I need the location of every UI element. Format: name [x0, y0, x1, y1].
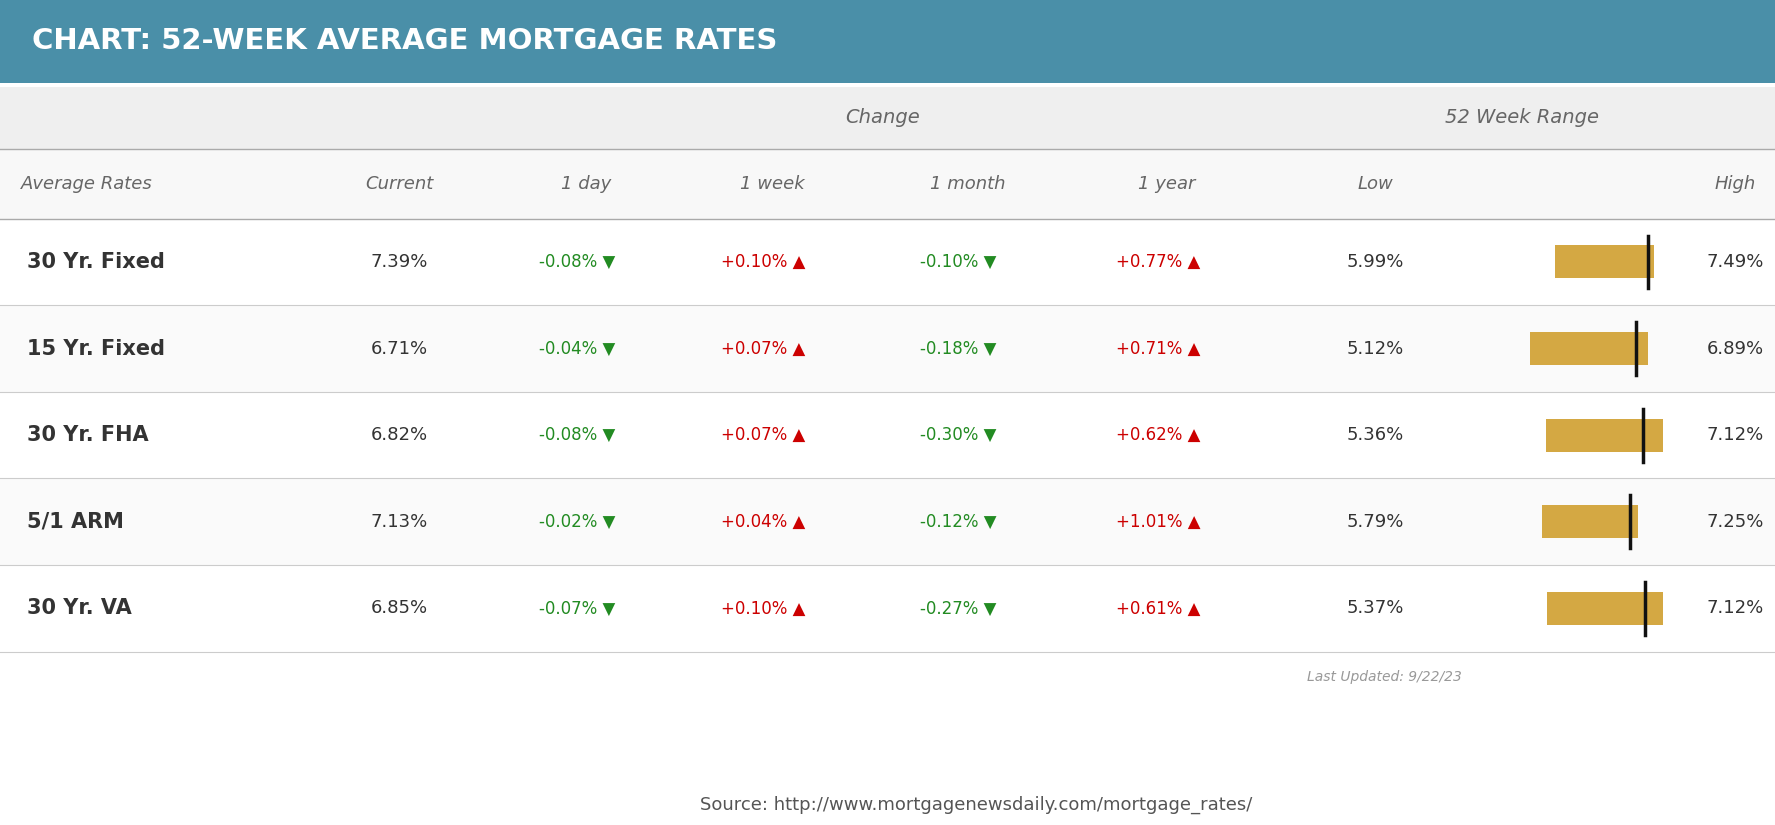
- Text: 6.82%: 6.82%: [371, 427, 428, 444]
- Text: Low: Low: [1358, 175, 1393, 192]
- Text: 6.85%: 6.85%: [371, 600, 428, 617]
- Text: Change: Change: [845, 108, 921, 127]
- Text: 15 Yr. Fixed: 15 Yr. Fixed: [27, 338, 165, 359]
- Text: 6.71%: 6.71%: [371, 340, 428, 357]
- Text: High: High: [1715, 175, 1755, 192]
- Text: 1 week: 1 week: [740, 175, 804, 192]
- Text: 1 month: 1 month: [930, 175, 1005, 192]
- FancyBboxPatch shape: [0, 305, 1775, 392]
- Text: 1 day: 1 day: [561, 175, 611, 192]
- FancyBboxPatch shape: [1530, 332, 1647, 365]
- Text: CHART: 52-WEEK AVERAGE MORTGAGE RATES: CHART: 52-WEEK AVERAGE MORTGAGE RATES: [32, 27, 777, 55]
- Text: Current: Current: [366, 175, 433, 192]
- FancyBboxPatch shape: [0, 392, 1775, 478]
- Text: 5.36%: 5.36%: [1347, 427, 1404, 444]
- Text: -0.27% ▼: -0.27% ▼: [919, 600, 998, 617]
- Text: 5.99%: 5.99%: [1347, 253, 1404, 271]
- Text: 7.49%: 7.49%: [1706, 253, 1764, 271]
- FancyBboxPatch shape: [1546, 418, 1663, 451]
- FancyBboxPatch shape: [0, 565, 1775, 652]
- FancyBboxPatch shape: [1541, 505, 1638, 538]
- Text: 30 Yr. VA: 30 Yr. VA: [27, 598, 131, 619]
- FancyBboxPatch shape: [1546, 592, 1663, 625]
- Text: -0.07% ▼: -0.07% ▼: [540, 600, 614, 617]
- FancyBboxPatch shape: [0, 148, 1775, 219]
- Text: +0.62% ▲: +0.62% ▲: [1116, 427, 1200, 444]
- Text: +0.61% ▲: +0.61% ▲: [1116, 600, 1200, 617]
- FancyBboxPatch shape: [0, 0, 1775, 82]
- Text: 5.37%: 5.37%: [1347, 600, 1404, 617]
- Text: -0.30% ▼: -0.30% ▼: [919, 427, 998, 444]
- Text: 7.25%: 7.25%: [1706, 513, 1764, 530]
- Text: +0.10% ▲: +0.10% ▲: [721, 253, 806, 271]
- Text: +0.07% ▲: +0.07% ▲: [721, 340, 806, 357]
- FancyBboxPatch shape: [0, 219, 1775, 305]
- Text: 52 Week Range: 52 Week Range: [1445, 108, 1599, 127]
- Text: -0.04% ▼: -0.04% ▼: [540, 340, 614, 357]
- Text: -0.02% ▼: -0.02% ▼: [538, 513, 616, 530]
- Text: Average Rates: Average Rates: [21, 175, 153, 192]
- Text: Last Updated: 9/22/23: Last Updated: 9/22/23: [1306, 670, 1463, 683]
- Text: 7.13%: 7.13%: [371, 513, 428, 530]
- Text: -0.10% ▼: -0.10% ▼: [919, 253, 998, 271]
- Text: 5/1 ARM: 5/1 ARM: [27, 512, 124, 532]
- Text: 5.79%: 5.79%: [1347, 513, 1404, 530]
- Text: +0.07% ▲: +0.07% ▲: [721, 427, 806, 444]
- Text: 30 Yr. FHA: 30 Yr. FHA: [27, 425, 149, 446]
- Text: -0.08% ▼: -0.08% ▼: [540, 427, 614, 444]
- Text: -0.12% ▼: -0.12% ▼: [919, 513, 998, 530]
- Text: +0.04% ▲: +0.04% ▲: [721, 513, 806, 530]
- Text: +0.77% ▲: +0.77% ▲: [1116, 253, 1200, 271]
- Text: 5.12%: 5.12%: [1347, 340, 1404, 357]
- FancyBboxPatch shape: [0, 87, 1775, 148]
- Text: 7.39%: 7.39%: [371, 253, 428, 271]
- Text: 30 Yr. Fixed: 30 Yr. Fixed: [27, 252, 165, 272]
- Text: -0.18% ▼: -0.18% ▼: [919, 340, 998, 357]
- Text: 7.12%: 7.12%: [1706, 427, 1764, 444]
- Text: +1.01% ▲: +1.01% ▲: [1116, 513, 1200, 530]
- Text: Source: http://www.mortgagenewsdaily.com/mortgage_rates/: Source: http://www.mortgagenewsdaily.com…: [699, 795, 1253, 813]
- Text: 7.12%: 7.12%: [1706, 600, 1764, 617]
- FancyBboxPatch shape: [1555, 245, 1654, 278]
- Text: 1 year: 1 year: [1138, 175, 1196, 192]
- Text: 6.89%: 6.89%: [1706, 340, 1764, 357]
- Text: +0.10% ▲: +0.10% ▲: [721, 600, 806, 617]
- FancyBboxPatch shape: [0, 478, 1775, 565]
- Text: -0.08% ▼: -0.08% ▼: [540, 253, 614, 271]
- Text: +0.71% ▲: +0.71% ▲: [1116, 340, 1200, 357]
